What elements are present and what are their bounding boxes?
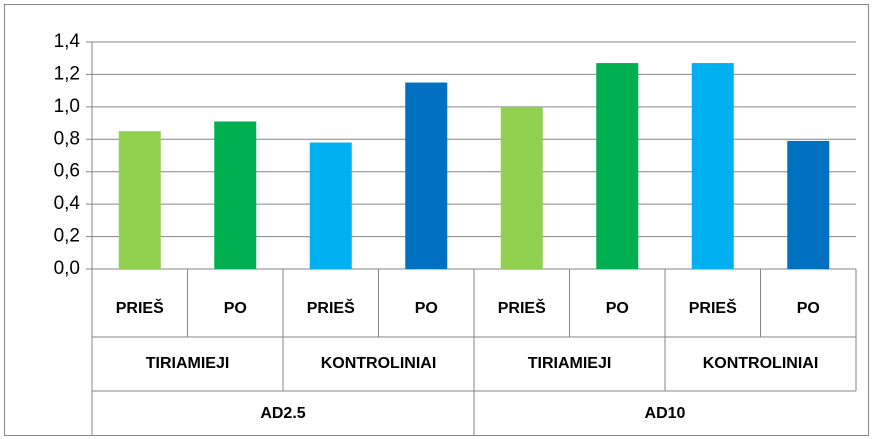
x-group-label: AD2.5	[260, 405, 305, 422]
x-group-label: KONTROLINIAI	[321, 355, 437, 372]
bar	[500, 106, 543, 269]
bar	[118, 131, 161, 269]
y-tick-label: 0,6	[54, 161, 80, 182]
x-category-label: PRIEŠ	[307, 298, 355, 317]
x-category-label: PRIEŠ	[689, 298, 737, 317]
x-category-label: PRIEŠ	[116, 298, 164, 317]
y-tick-label: 1,4	[54, 31, 81, 52]
y-tick-label: 1,2	[54, 63, 80, 84]
x-category-label: PO	[797, 300, 820, 317]
x-group-label: TIRIAMIEJI	[146, 355, 230, 372]
x-category-label: PRIEŠ	[498, 298, 546, 317]
bar	[596, 63, 639, 270]
x-group-label: AD10	[645, 405, 686, 422]
bar	[214, 121, 257, 269]
x-category-label: PO	[224, 300, 247, 317]
y-tick-label: 0,8	[54, 128, 80, 149]
y-tick-label: 0,0	[54, 258, 80, 279]
x-group-label: TIRIAMIEJI	[528, 355, 612, 372]
bar	[405, 82, 448, 270]
bar	[691, 63, 734, 270]
bar	[787, 140, 830, 269]
bar	[309, 142, 352, 269]
x-category-label: PO	[415, 300, 438, 317]
y-tick-label: 0,4	[54, 193, 81, 214]
y-tick-label: 0,2	[54, 226, 80, 247]
x-group-label: KONTROLINIAI	[703, 355, 819, 372]
y-tick-label: 1,0	[54, 96, 80, 117]
x-category-label: PO	[606, 300, 629, 317]
